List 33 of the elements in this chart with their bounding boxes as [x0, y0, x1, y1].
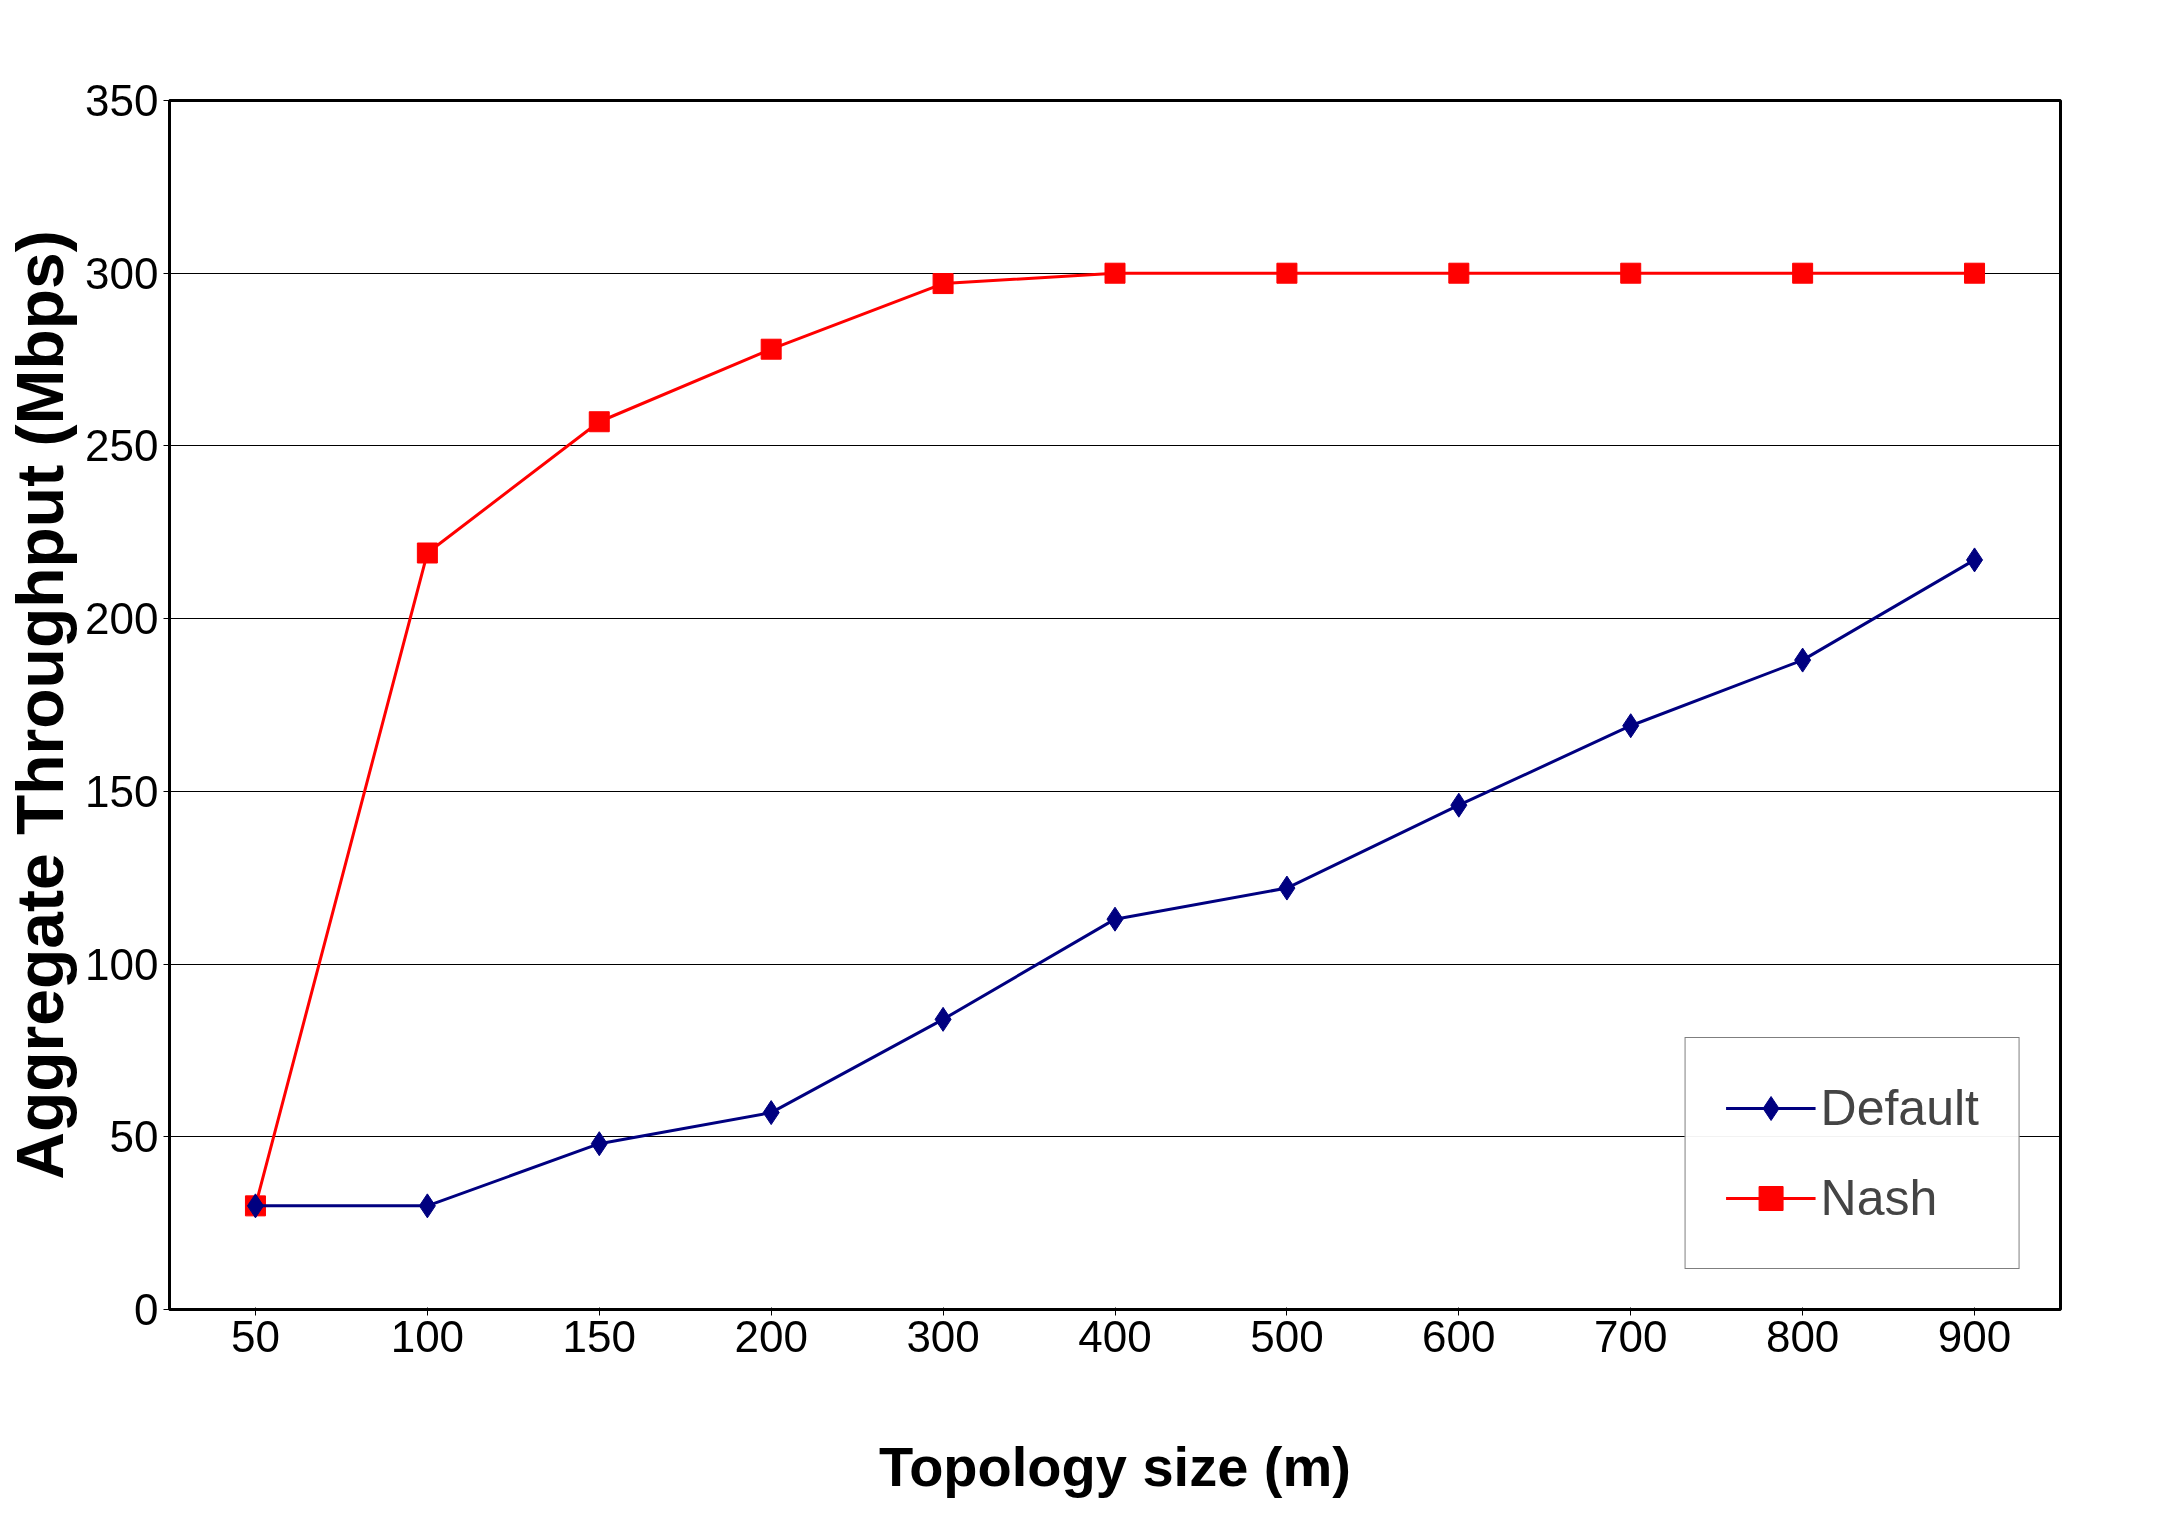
point — [932, 273, 954, 295]
x-tick-label: 900 — [1937, 1311, 2012, 1361]
y-tick-label: 350 — [85, 76, 159, 125]
y-tick-label: 50 — [109, 1112, 159, 1162]
point — [760, 338, 782, 360]
x-axis-title: Topology size (m) — [879, 1434, 1351, 1498]
legend-label: Nash — [1820, 1169, 1938, 1227]
x-tick-label: 500 — [1250, 1311, 1324, 1361]
y-tick-label: 0 — [134, 1285, 159, 1334]
x-tick-label: 200 — [734, 1311, 808, 1361]
x-tick-label: 150 — [562, 1311, 636, 1361]
point — [1448, 262, 1470, 284]
point — [1104, 262, 1126, 284]
x-tick-label: 100 — [390, 1311, 465, 1361]
point — [1276, 262, 1298, 284]
x-tick-label: 400 — [1078, 1311, 1152, 1361]
point — [588, 411, 610, 433]
x-tick-label: 50 — [230, 1311, 280, 1361]
point — [1620, 262, 1642, 284]
x-tick-label: 600 — [1422, 1311, 1496, 1361]
legend-label: Default — [1820, 1079, 1979, 1137]
y-tick-label: 100 — [85, 939, 159, 989]
point — [1964, 262, 1986, 284]
y-axis-title: Aggregate Throughput (Mbps) — [3, 230, 78, 1180]
y-tick-label: 250 — [85, 421, 159, 471]
point — [416, 542, 438, 564]
x-tick-label: 700 — [1594, 1311, 1668, 1361]
x-tick-label: 300 — [906, 1311, 980, 1361]
x-tick-label: 800 — [1765, 1311, 1840, 1361]
y-tick-label: 200 — [85, 594, 159, 644]
y-tick-label: 300 — [85, 248, 159, 298]
y-tick-label: 150 — [85, 766, 159, 816]
point — [1792, 262, 1814, 284]
